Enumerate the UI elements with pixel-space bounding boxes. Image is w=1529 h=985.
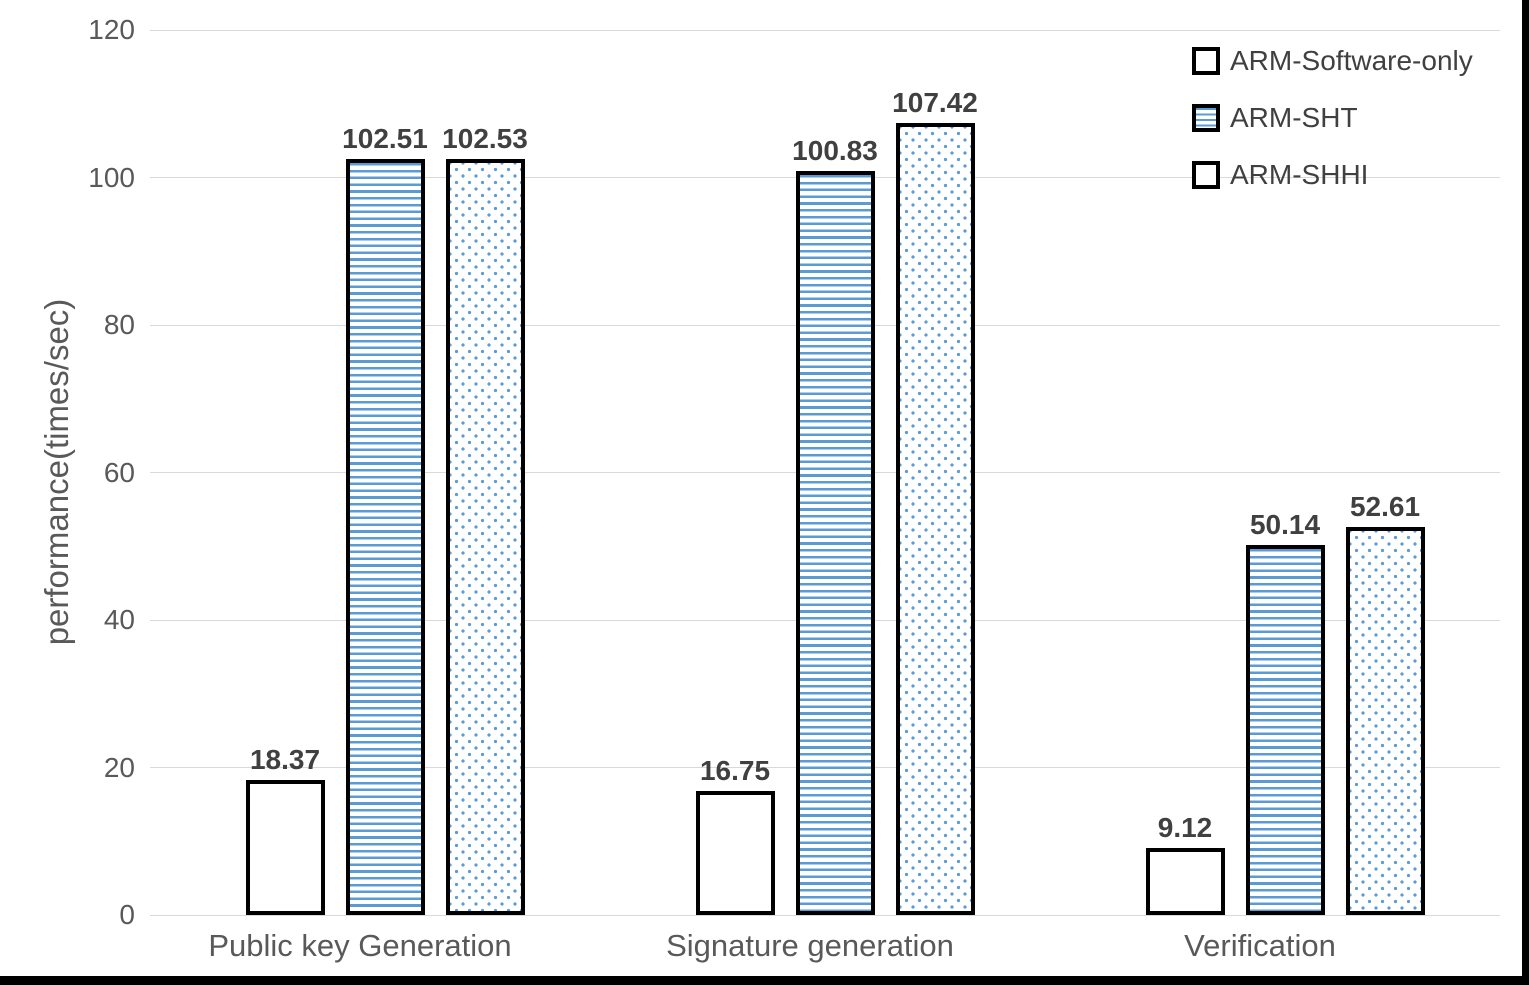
figure-frame-right: [1522, 0, 1529, 985]
data-label: 16.75: [699, 755, 771, 786]
bar-arm-sht-2: 100.83: [792, 135, 878, 915]
bar-arm-shhi-2: 107.42: [892, 87, 978, 915]
y-tick-label-60: 60: [103, 456, 135, 488]
bar-arm-sht-1: 102.51: [342, 123, 428, 915]
y-tick-label-0: 0: [119, 899, 135, 930]
legend-item-arm-sht: ARM-SHT: [1192, 101, 1473, 135]
legend-label: ARM-Software-only: [1230, 45, 1473, 76]
x-axis-label-1: Public key Generation: [208, 928, 512, 963]
legend-swatch-solid-white-icon: [1192, 47, 1220, 75]
legend-item-arm-shhi: ARM-SHHI: [1192, 158, 1473, 192]
y-tick-label-100: 100: [88, 161, 135, 193]
data-label: 18.37: [249, 744, 321, 775]
legend-label: ARM-SHT: [1230, 102, 1358, 133]
gridline-y0: [150, 914, 1500, 916]
bar-arm-software-only-1: 18.37: [245, 744, 325, 915]
data-label: 107.42: [892, 87, 978, 118]
bar-group-1: 18.37 102.51 102.53: [245, 123, 528, 915]
y-tick-label-120: 120: [88, 14, 135, 45]
x-axis-label-3: Verification: [1184, 928, 1336, 963]
bar-group-2: 16.75 100.83 107.42: [695, 87, 978, 915]
bar-arm-software-only-2: 16.75: [695, 755, 775, 915]
legend-label: ARM-SHHI: [1230, 159, 1369, 190]
legend: ARM-Software-only ARM-SHT ARM-SHHI: [1192, 44, 1473, 215]
y-tick-label-20: 20: [103, 751, 135, 783]
bar-arm-sht-3: 50.14: [1245, 509, 1325, 915]
bar-arm-shhi-3: 52.61: [1345, 491, 1425, 915]
bar-group-3: 9.12 50.14 52.61: [1145, 491, 1425, 915]
x-axis-label-2: Signature generation: [666, 928, 954, 963]
legend-swatch-horizontal-stripes-icon: [1192, 104, 1220, 132]
figure-frame-bottom: [0, 976, 1529, 985]
data-label: 102.53: [442, 123, 528, 154]
y-tick-label-80: 80: [103, 309, 135, 340]
data-label: 100.83: [792, 135, 878, 166]
y-tick-label-40: 40: [103, 604, 135, 635]
bar-arm-shhi-1: 102.53: [442, 123, 528, 915]
data-label: 50.14: [1249, 509, 1321, 540]
gridline-y120: [150, 29, 1500, 31]
data-label: 52.61: [1349, 491, 1421, 522]
bar-arm-software-only-3: 9.12: [1145, 812, 1225, 915]
data-label: 102.51: [342, 123, 428, 154]
legend-item-arm-software-only: ARM-Software-only: [1192, 44, 1473, 78]
data-label: 9.12: [1157, 812, 1213, 843]
legend-swatch-dots-icon: [1192, 161, 1220, 189]
plot-area: 18.37 102.51 102.53 16.75 100.83 107.42 9.12 50…: [150, 29, 1500, 916]
